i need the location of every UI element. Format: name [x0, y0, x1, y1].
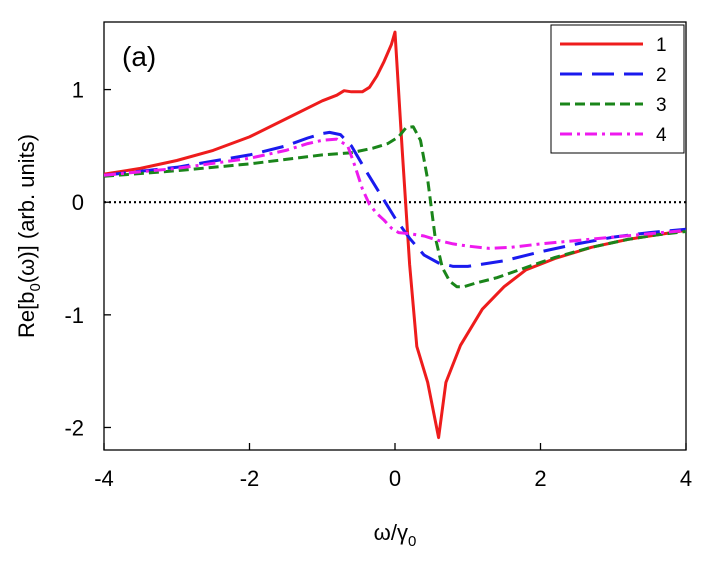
legend-box — [550, 24, 685, 154]
x-tick-label: 2 — [534, 466, 546, 491]
legend-label-4: 4 — [656, 125, 667, 146]
y-axis: -2 -1 0 1 — [64, 78, 111, 440]
y-axis-label-pre: Re[b — [14, 292, 39, 338]
series-group — [104, 30, 686, 440]
x-axis-label-main: ω/γ — [374, 520, 408, 545]
x-tick-label: -4 — [94, 466, 114, 491]
panel-label: (a) — [122, 41, 156, 72]
legend-label-1: 1 — [656, 35, 667, 56]
y-tick-label: -1 — [64, 303, 84, 328]
series-line-4 — [104, 137, 686, 250]
series-line-1 — [104, 30, 686, 440]
y-tick-label: 0 — [72, 190, 84, 215]
x-tick-label: -2 — [240, 466, 260, 491]
legend-label-2: 2 — [656, 65, 667, 86]
y-axis-label: Re[b0(ω)] (arb. units) — [14, 134, 44, 338]
legend-label-3: 3 — [656, 95, 667, 116]
x-axis-label: ω/γ0 — [374, 520, 417, 550]
x-axis-label-subscript: 0 — [408, 533, 416, 550]
y-tick-label: 1 — [72, 78, 84, 103]
x-axis: -4 -2 0 2 4 — [94, 443, 692, 491]
series-line-2 — [104, 130, 686, 268]
legend: 1 2 3 4 — [550, 24, 685, 154]
y-axis-label-subscript: 0 — [27, 283, 44, 291]
y-axis-label-post: (ω)] (arb. units) — [14, 134, 39, 283]
y-tick-label: -2 — [64, 415, 84, 440]
x-tick-label: 4 — [680, 466, 692, 491]
x-tick-label: 0 — [389, 466, 401, 491]
